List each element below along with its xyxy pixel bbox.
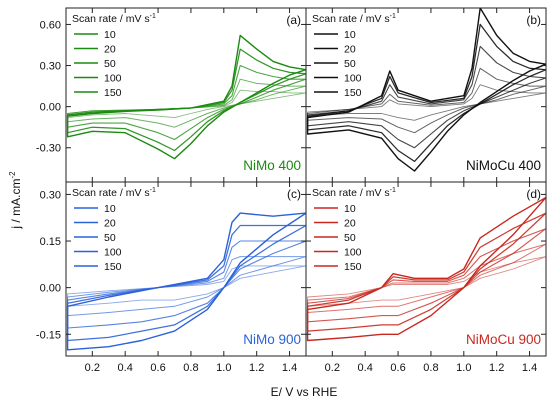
series-group (306, 196, 546, 342)
y-tick-label: -0.30 (36, 143, 61, 155)
panel-1: -0.30 0.00 0.30 0.60 Scan rate / mV s-1 10 20 5… (36, 7, 307, 183)
legend-entry: 150 (344, 87, 362, 99)
sample-label: NiMoCu 400 (466, 158, 541, 173)
legend-entry: 100 (104, 247, 122, 259)
legend-entry: 100 (344, 73, 362, 85)
x-tick-label: 1.0 (216, 362, 231, 374)
x-tick-label: 0.4 (358, 362, 373, 374)
legend-title-superscript: -1 (150, 187, 156, 194)
cv-curve-10 (67, 265, 306, 307)
x-tick-label: 1.0 (456, 362, 471, 374)
y-tick-label: -0.15 (36, 329, 61, 341)
legend-entry: 50 (344, 232, 356, 244)
legend-entry: 10 (344, 203, 356, 215)
x-tick-label: 0.8 (183, 362, 198, 374)
panel-frame (305, 181, 547, 357)
legend-entry: 50 (344, 58, 356, 70)
sample-label: NiMo 400 (243, 158, 301, 173)
legend-entry: 100 (344, 247, 362, 259)
legend-entry: 50 (104, 232, 116, 244)
cv-curve-150 (306, 196, 546, 342)
legend-entry: 10 (104, 29, 116, 41)
y-tick-label: 0.15 (40, 236, 61, 248)
x-tick-label: 0.8 (423, 362, 438, 374)
cv-curve-150 (66, 34, 306, 160)
series-group (66, 34, 306, 160)
legend-entry: 150 (344, 261, 362, 273)
legend-entry: 20 (344, 218, 356, 230)
legend-entry: 20 (344, 44, 356, 56)
legend-entry: 20 (104, 44, 116, 56)
cv-curve-100 (306, 23, 546, 163)
legend-title-text: Scan rate / mV s (312, 13, 390, 25)
x-axis-label: E/ V vs RHE (271, 385, 338, 399)
cv-curve-50 (307, 45, 546, 149)
y-tick-label: 0.30 (40, 61, 61, 73)
legend-title-text: Scan rate / mV s (72, 13, 150, 25)
y-axis-label-superscript: -2 (8, 171, 17, 179)
y-axis-label: j / mA.cm-2 (8, 171, 23, 230)
panel-4: 0.2 0.4 0.6 0.8 1.0 1.2 1.4 Scan rate / mV s-1 1… (305, 181, 547, 374)
y-axis-label-text: j / mA.cm (9, 179, 23, 230)
panel-2: Scan rate / mV s-1 10 20 50 100 150 (b) NiMoCu … (305, 7, 547, 183)
panel-frame (65, 181, 307, 357)
legend-entry: 150 (104, 87, 122, 99)
sample-label: NiMoCu 900 (466, 332, 541, 347)
x-tick-label: 1.4 (522, 362, 537, 374)
legend-entry: 150 (104, 261, 122, 273)
legend: Scan rate / mV s-1 10 20 50 100 150 (72, 13, 156, 99)
legend-entry: 20 (104, 218, 116, 230)
legend: Scan rate / mV s-1 10 20 50 100 150 (312, 187, 396, 273)
y-tick-label: 0.00 (40, 283, 61, 295)
sample-label: NiMo 900 (243, 332, 301, 347)
x-tick-label: 1.2 (489, 362, 504, 374)
legend-title-superscript: -1 (390, 13, 396, 20)
legend-title-text: Scan rate / mV s (72, 187, 150, 199)
panel-letter: (d) (526, 187, 541, 201)
x-tick-label: 0.2 (85, 362, 100, 374)
x-tick-label: 0.6 (150, 362, 165, 374)
legend-entry: 10 (344, 29, 356, 41)
panel-letter: (a) (286, 13, 301, 27)
legend-title-text: Scan rate / mV s (312, 187, 390, 199)
cv-curve-10 (307, 84, 546, 121)
legend-title-superscript: -1 (390, 187, 396, 194)
y-tick-label: 0.60 (40, 19, 61, 31)
cv-curve-100 (306, 212, 546, 332)
cv-curve-150 (66, 212, 306, 351)
legend-title-superscript: -1 (150, 13, 156, 20)
series-group (306, 8, 546, 172)
legend-entry: 100 (104, 73, 122, 85)
y-tick-label: 0.30 (40, 189, 61, 201)
legend: Scan rate / mV s-1 10 20 50 100 150 (72, 187, 156, 273)
cv-curve-20 (67, 256, 306, 317)
legend-title: Scan rate / mV s-1 (72, 13, 156, 25)
legend-entry: 10 (104, 203, 116, 215)
x-tick-label: 1.4 (282, 362, 297, 374)
cv-curve-50 (67, 240, 306, 329)
panel-letter: (b) (526, 13, 541, 27)
cv-curve-10 (307, 256, 546, 307)
legend-entry: 50 (104, 58, 116, 70)
cv-curve-100 (66, 224, 306, 342)
cv-curve-20 (307, 67, 546, 134)
legend-title: Scan rate / mV s-1 (312, 13, 396, 25)
panel-3: -0.15 0.00 0.15 0.30 0.2 0.4 0.6 0.8 1.0 1.2 1.4 Sc… (36, 181, 307, 374)
legend: Scan rate / mV s-1 10 20 50 100 150 (312, 13, 396, 99)
panel-letter: (c) (287, 187, 301, 201)
cv-curve-50 (307, 228, 546, 323)
x-tick-label: 0.2 (325, 362, 340, 374)
x-tick-label: 1.2 (249, 362, 264, 374)
legend-title: Scan rate / mV s-1 (312, 187, 396, 199)
cv-curve-150 (306, 8, 546, 172)
cv-curve-20 (307, 243, 546, 313)
x-tick-label: 0.4 (118, 362, 133, 374)
x-tick-label: 0.6 (390, 362, 405, 374)
legend-title: Scan rate / mV s-1 (72, 187, 156, 199)
series-group (66, 212, 306, 351)
y-tick-label: 0.00 (40, 102, 61, 114)
